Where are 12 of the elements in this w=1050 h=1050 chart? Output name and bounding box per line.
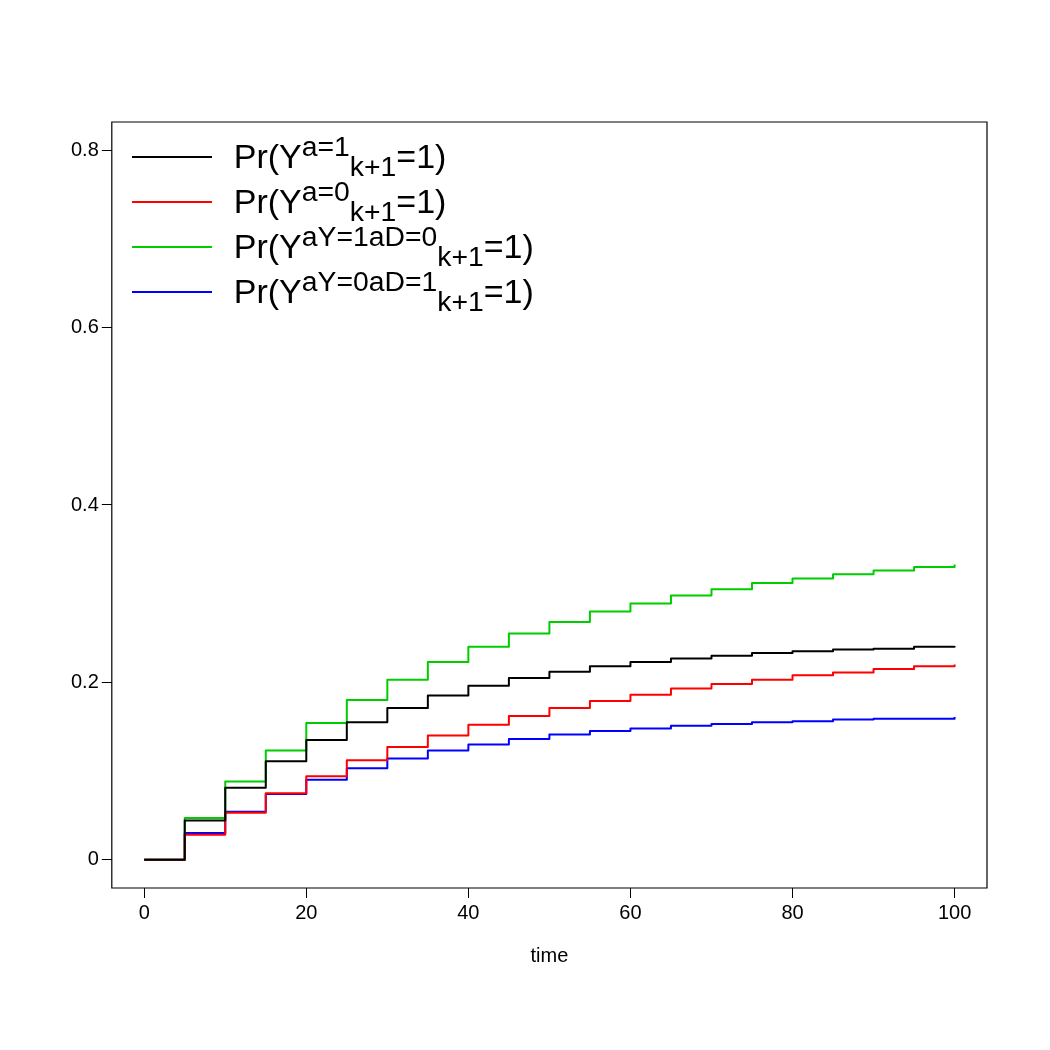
x-tick-label: 40 xyxy=(457,900,480,923)
y-tick-label: 0.6 xyxy=(70,315,99,338)
x-tick-label: 80 xyxy=(781,900,804,923)
y-tick-label: 0.8 xyxy=(70,137,99,160)
x-tick-label: 100 xyxy=(937,900,972,923)
x-tick-label: 60 xyxy=(619,900,642,923)
y-tick-label: 0 xyxy=(87,847,99,870)
x-tick-label: 20 xyxy=(295,900,318,923)
y-tick-label: 0.2 xyxy=(70,669,99,692)
x-tick-label: 0 xyxy=(138,900,150,923)
y-tick-label: 0.4 xyxy=(70,492,99,515)
x-axis-title: time xyxy=(530,943,569,966)
